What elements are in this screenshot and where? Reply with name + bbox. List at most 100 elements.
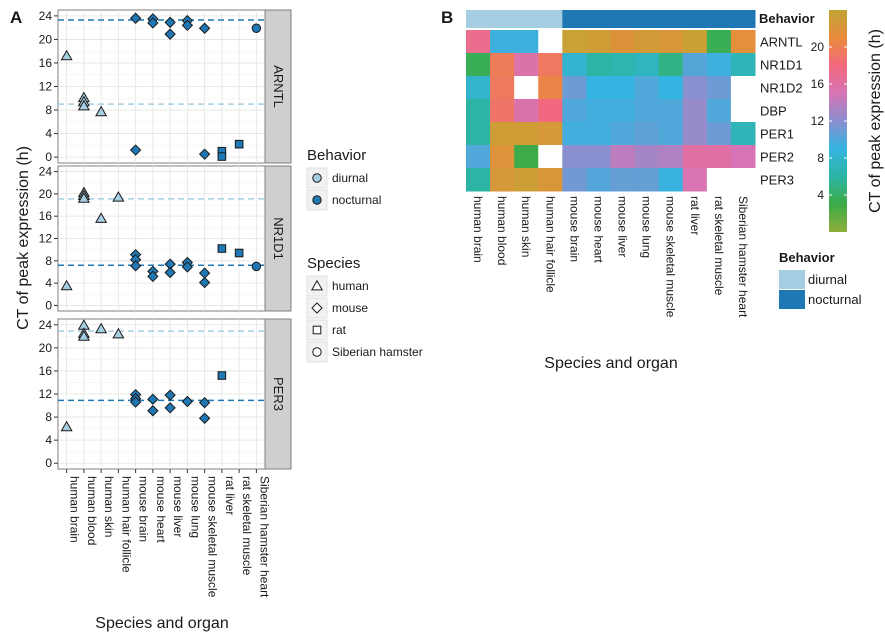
heatmap-cell-per3-mouse-lung (634, 168, 660, 192)
y-tick-label: 20 (39, 341, 53, 355)
heatmap-cell-dbp-rat-liver (682, 99, 708, 123)
heatmap-row-label-per1: PER1 (760, 127, 794, 142)
heatmap-cell-nr1d2-mouse-lung (634, 76, 660, 100)
data-point-mouse-skeletal-muscle (198, 276, 211, 289)
y-tick-label: 16 (39, 56, 53, 70)
heatmap-cell-arntl-mouse-heart (586, 30, 611, 54)
heatmap-row-label-nr1d2: NR1D2 (760, 81, 803, 96)
heatmap-cell-per1-rat-skeletal-muscle (706, 122, 732, 146)
heatmap-cell-arntl-mouse-brain (562, 30, 587, 54)
data-point-human-blood (77, 99, 90, 111)
heatmap-cell-arntl-human-hair-follicle (538, 30, 563, 54)
heatmap-col-label-mouse-brain: mouse brain (567, 196, 581, 262)
heatmap-cell-per2-mouse-lung (634, 145, 660, 169)
heatmap-behavior-row-label: Behavior (759, 11, 815, 26)
heatmap-cell-dbp-rat-skeletal-muscle (706, 99, 732, 123)
heatmap-cell-nr1d2-mouse-skeletal-muscle (658, 76, 684, 100)
heatmap-cell-per2-mouse-brain (562, 145, 587, 169)
facet-strip (264, 9, 292, 164)
heatmap-cell-arntl-siberian-hamster-heart (730, 30, 756, 54)
heatmap-cell-dbp-mouse-liver (610, 99, 636, 123)
heatmap-cell-per3-rat-skeletal-muscle (706, 168, 732, 192)
heatmap-cell-dbp-mouse-skeletal-muscle (658, 99, 684, 123)
x-tick-label-human-skin: human skin (102, 476, 116, 537)
panel-b-x-axis-title: Species and organ (544, 355, 677, 372)
behavior-cell-diurnal (514, 10, 539, 28)
heatmap-cell-dbp-mouse-lung (634, 99, 660, 123)
data-point-human-skin (95, 322, 108, 334)
data-point-mouse-brain (129, 12, 142, 24)
heatmap-col-label-mouse-liver: mouse liver (616, 196, 630, 257)
legend-key-diurnal (312, 173, 322, 183)
y-tick-label: 12 (39, 232, 53, 246)
x-tick-label-rat-skeletal-muscle: rat skeletal muscle (240, 476, 254, 576)
heatmap-col-label-mouse-skeletal-muscle: mouse skeletal muscle (664, 196, 678, 318)
legend-label-human: human (332, 279, 369, 293)
legend-label-siberian-hamster: Siberian hamster (332, 345, 423, 359)
heatmap-cell-nr1d1-rat-skeletal-muscle (706, 53, 732, 77)
behavior-cell-diurnal (466, 10, 491, 28)
panel-a-x-axis-title: Species and organ (95, 615, 228, 632)
heatmap-cell-nr1d2-mouse-brain (562, 76, 587, 100)
colorbar-tick-label: 16 (811, 77, 825, 91)
data-point-siberian-hamster-heart (251, 261, 262, 272)
y-tick-label: 4 (45, 276, 52, 290)
heatmap-row-label-arntl: ARNTL (760, 35, 803, 50)
panel-b-legend: Behavior diurnal nocturnal (779, 250, 862, 309)
y-tick-label: 16 (39, 364, 53, 378)
heatmap-row-label-per2: PER2 (760, 150, 794, 165)
y-tick-label: 24 (39, 318, 53, 332)
x-tick-label-mouse-brain: mouse brain (137, 476, 151, 542)
facet-per3: 0 4 8 12 16 20 24 PER3 (39, 318, 292, 470)
behavior-cell-nocturnal (586, 10, 611, 28)
legend-label-nocturnal: nocturnal (332, 193, 381, 207)
data-point-mouse-skeletal-muscle (198, 148, 211, 160)
heatmap-cell-per3-human-blood (490, 168, 515, 192)
legend-key-rat (312, 325, 322, 335)
heatmap-cell-per2-human-hair-follicle (538, 145, 563, 169)
data-point-mouse-liver (164, 402, 176, 414)
heatmap-legend-title: Behavior (779, 250, 835, 265)
y-tick-label: 4 (45, 433, 52, 447)
panel-a-y-axis-title: CT of peak expression (h) (15, 146, 32, 330)
heatmap-row-label-dbp: DBP (760, 104, 787, 119)
heatmap-cell-per1-rat-liver (682, 122, 708, 146)
facet-strip (264, 165, 292, 312)
behavior-cell-nocturnal (634, 10, 660, 28)
data-point-mouse-liver (164, 16, 176, 29)
data-point-rat-liver (217, 244, 227, 253)
data-point-human-blood (77, 192, 90, 203)
x-tick-label-human-hair-follicle: human hair follicle (119, 476, 133, 573)
x-tick-label-human-brain: human brain (68, 476, 82, 543)
heatmap-cell-per2-rat-liver (682, 145, 708, 169)
heatmap-cell-dbp-human-skin (514, 99, 539, 123)
heatmap-row-label-per3: PER3 (760, 173, 794, 188)
colorbar-tick-label: 20 (811, 40, 825, 54)
y-tick-label: 4 (45, 127, 52, 141)
heatmap-cell-per2-human-blood (490, 145, 515, 169)
heatmap-cell-per2-human-skin (514, 145, 539, 169)
colorbar: 4 8 12 16 20 CT of peak expression (h) (811, 10, 884, 232)
y-tick-label: 12 (39, 80, 53, 94)
heatmap-cell-per3-rat-liver (682, 168, 708, 192)
data-point-mouse-liver (164, 389, 176, 401)
data-point-mouse-liver (164, 28, 176, 40)
heatmap-cell-dbp-human-brain (466, 99, 491, 123)
heatmap-cell-nr1d1-mouse-skeletal-muscle (658, 53, 684, 77)
heatmap-col-label-siberian-hamster-heart: Siberian hamster heart (736, 196, 750, 318)
heatmap-cell-per1-siberian-hamster-heart (730, 122, 756, 146)
data-point-rat-skeletal-muscle (234, 248, 244, 258)
data-point-mouse-brain (129, 260, 142, 272)
colorbar-tick-label: 12 (811, 114, 825, 128)
heatmap-cell-per1-mouse-heart (586, 122, 611, 146)
panel-a-letter: A (10, 8, 22, 27)
y-tick-label: 20 (39, 187, 53, 201)
heatmap-cell-nr1d1-human-brain (466, 53, 491, 77)
y-tick-label: 12 (39, 387, 53, 401)
heatmap-cell-per2-siberian-hamster-heart (730, 145, 756, 169)
x-tick-label-mouse-liver: mouse liver (171, 476, 185, 537)
heatmap-cell-per2-mouse-skeletal-muscle (658, 145, 684, 169)
data-point-mouse-brain (129, 144, 142, 156)
heatmap-cell-nr1d2-rat-skeletal-muscle (706, 76, 732, 100)
